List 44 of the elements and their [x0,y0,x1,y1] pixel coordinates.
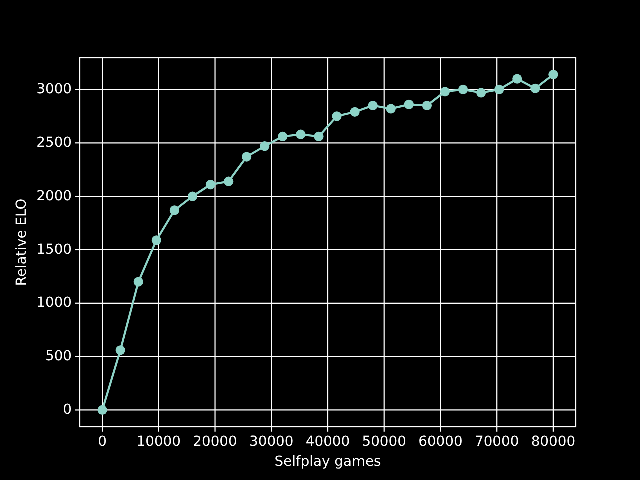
y-tick-label: 2500 [36,134,72,151]
x-tick-label: 30000 [250,434,294,450]
point [332,112,342,122]
point [152,236,162,246]
point [314,132,324,142]
point [350,107,360,117]
point [296,130,306,140]
point [368,100,378,111]
point [458,84,468,95]
y-tick-label: 3000 [36,82,72,98]
point [170,206,180,216]
y-tick-label: 1000 [36,295,72,312]
x-tick-label: 70000 [474,434,520,450]
point [278,132,288,142]
y-tick-label: 1500 [36,242,72,258]
point [134,277,144,287]
point [494,84,504,95]
x-tick-label: 20000 [193,434,238,450]
y-tick-label: 0 [63,402,72,418]
point [422,100,432,111]
x-tick-label: 50000 [362,434,406,450]
point [386,104,396,114]
y-axis-title: Relative ELO [14,198,30,286]
point [206,180,216,190]
x-axis-title: Selfplay games [274,454,382,470]
point [260,142,270,152]
point [242,152,252,162]
point [224,176,234,186]
x-tick-label: 40000 [306,434,350,450]
point [116,346,126,356]
point [98,405,108,416]
point [404,100,414,110]
x-tick-label: 80000 [531,434,576,450]
point [548,70,558,80]
point [440,87,450,97]
x-tick-label: 10000 [136,434,182,450]
y-tick-label: 2000 [36,188,72,204]
y-tick-label: 500 [45,348,72,365]
point [512,74,522,84]
x-tick-label: 60000 [418,434,463,450]
point [476,88,486,98]
point [188,192,198,202]
point [530,84,540,94]
x-tick-label: 0 [98,434,107,450]
